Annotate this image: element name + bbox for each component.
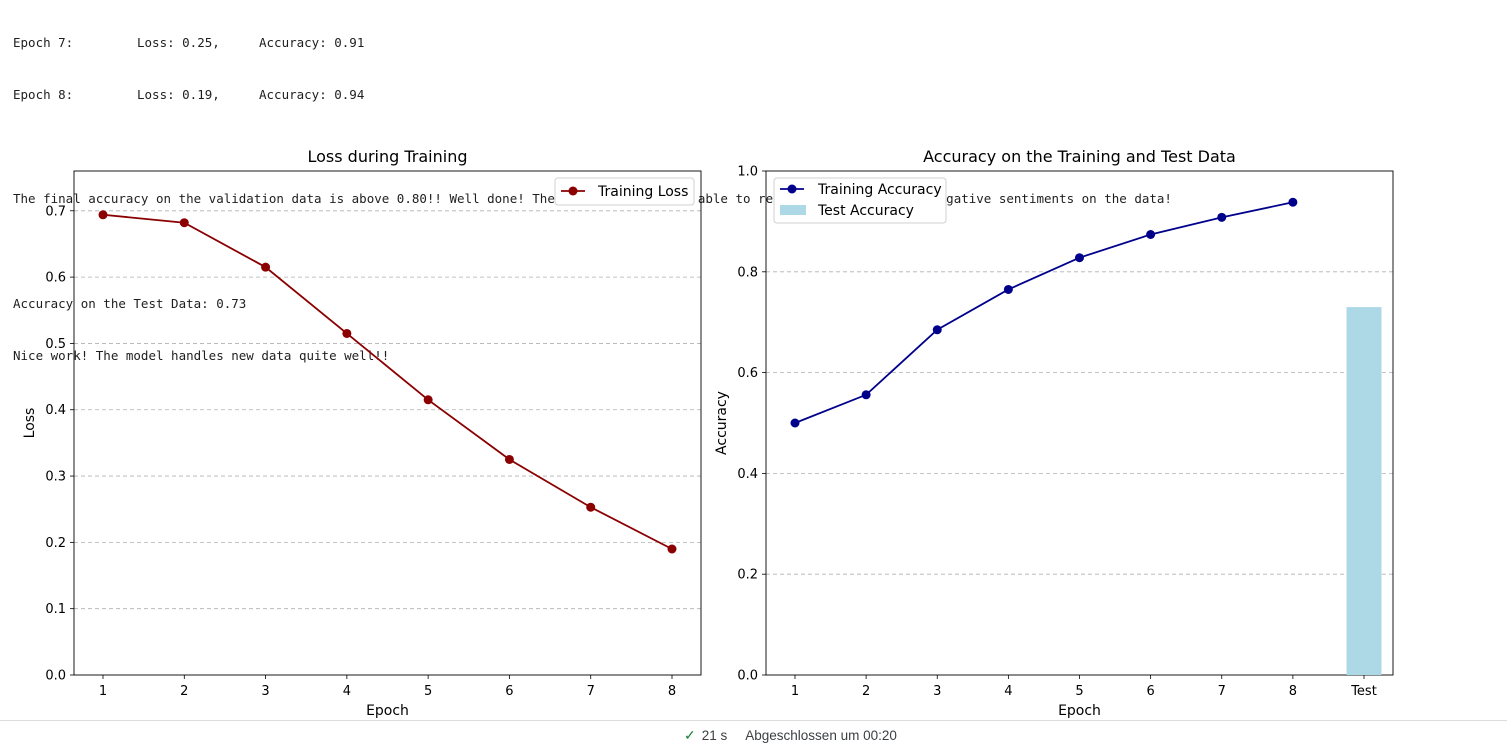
x-tick-label: 2 [180, 684, 188, 699]
cell-output: Epoch 7: Loss: 0.25, Accuracy: 0.91 Epoch … [13, 0, 1172, 382]
legend-label: Training Loss [597, 184, 688, 200]
training-accuracy-point [1146, 230, 1156, 240]
training-accuracy-point [1288, 197, 1298, 207]
training-accuracy-point [1217, 212, 1227, 222]
check-icon: ✓ [684, 727, 696, 743]
training-loss-point [586, 502, 596, 512]
y-tick-label: 0.0 [737, 669, 758, 684]
y-tick-label: 0.4 [45, 403, 66, 418]
y-tick-label: 0.0 [45, 669, 66, 684]
epoch-label: Epoch 7: [13, 34, 74, 50]
x-tick-label: 1 [99, 684, 107, 699]
test-accuracy-bar [1346, 307, 1382, 675]
chart-legend: Training Loss [554, 177, 695, 206]
x-tick-label: 6 [1146, 684, 1154, 699]
x-tick-label: 5 [1075, 684, 1083, 699]
chart-title: Accuracy on the Training and Test Data [923, 147, 1236, 166]
legend-frame [554, 177, 695, 206]
training-loss-point [667, 544, 677, 554]
x-tick-label: 3 [261, 684, 269, 699]
status-bar: ✓ 21 s Abgeschlossen um 00:20 [0, 720, 1507, 746]
epoch-line-8: Epoch 8: Loss: 0.19, Accuracy: 0.94 [13, 86, 1172, 103]
execution-duration: 21 s [701, 728, 728, 743]
y-axis-label: Loss [22, 408, 38, 439]
training-loss-point [504, 454, 514, 464]
loss-value: Loss: 0.19, [137, 87, 220, 103]
legend-label: Training Accuracy [817, 182, 942, 198]
training-accuracy-point [790, 418, 800, 428]
y-tick-label: 0.3 [45, 470, 66, 485]
accuracy-value: Accuracy: 0.91 [259, 34, 365, 50]
loss-chart: Loss during Training 0.0 0.1 0.2 0.3 0.4 0.5 0.… [22, 147, 702, 719]
plot-frame [73, 170, 702, 676]
y-tick-label: 0.7 [45, 204, 66, 219]
x-tick-label: 1 [791, 684, 799, 699]
y-tick-label: 1.0 [737, 165, 758, 180]
x-tick-label: 3 [933, 684, 941, 699]
training-loss-line [102, 213, 673, 550]
y-tick-label: 0.4 [737, 467, 758, 482]
y-tick-label: 0.1 [45, 602, 66, 617]
x-tick-label: 6 [505, 684, 513, 699]
x-axis-label: Epoch [1058, 703, 1101, 719]
legend-swatch-marker [568, 186, 578, 196]
accuracy-chart: Accuracy on the Training and Test Data 0.… [714, 147, 1394, 719]
execution-status: ✓ 21 s Abgeschlossen um 00:20 [684, 727, 897, 744]
training-loss-point [98, 210, 108, 220]
x-tick-label: 7 [1218, 684, 1226, 699]
y-tick-label: 0.2 [737, 568, 758, 583]
x-tick-label: 8 [668, 684, 676, 699]
x-axis-label: Epoch [366, 703, 409, 719]
charts-figure: Loss during Training 0.0 0.1 0.2 0.3 0.4 0.5 0.… [22, 147, 1394, 719]
x-tick-label: 4 [1004, 684, 1012, 699]
y-tick-label: 0.5 [45, 337, 66, 352]
training-accuracy-point [861, 390, 871, 400]
epoch-line-7: Epoch 7: Loss: 0.25, Accuracy: 0.91 [13, 34, 1172, 51]
plot-frame [765, 170, 1394, 676]
training-loss-point [179, 218, 189, 228]
x-tick-label: 4 [343, 684, 351, 699]
x-tick-label: 7 [587, 684, 595, 699]
chart-title: Loss during Training [307, 147, 467, 166]
training-loss-point [261, 262, 271, 272]
y-tick-label: 0.6 [45, 271, 66, 286]
loss-value: Loss: 0.25, [137, 34, 220, 50]
y-tick-label: 0.8 [737, 265, 758, 280]
test-accuracy-line: Accuracy on the Test Data: 0.73 [13, 295, 247, 311]
training-accuracy-point [1075, 253, 1084, 263]
accuracy-value: Accuracy: 0.94 [259, 87, 365, 103]
y-axis-label: Accuracy [714, 391, 730, 455]
training-loss-point [342, 328, 352, 338]
y-tick-label: 0.6 [737, 366, 758, 381]
training-accuracy-point [932, 325, 942, 335]
x-tick-label: 5 [424, 684, 432, 699]
epoch-label: Epoch 8: [13, 87, 74, 103]
x-tick-label: Test [1350, 684, 1377, 699]
legend-swatch-bar [780, 205, 806, 215]
training-loss-point [423, 395, 433, 405]
x-tick-label: 2 [862, 684, 870, 699]
legend-swatch-marker [787, 184, 797, 194]
legend-label: Test Accuracy [817, 203, 914, 219]
legend-frame [773, 177, 947, 224]
training-accuracy-line [794, 201, 1294, 424]
x-tick-label: 8 [1289, 684, 1297, 699]
completed-time: Abgeschlossen um 00:20 [745, 728, 897, 743]
chart-legend: Training Accuracy Test Accuracy [773, 177, 947, 224]
y-tick-label: 0.2 [45, 536, 66, 551]
training-accuracy-point [1003, 284, 1013, 294]
